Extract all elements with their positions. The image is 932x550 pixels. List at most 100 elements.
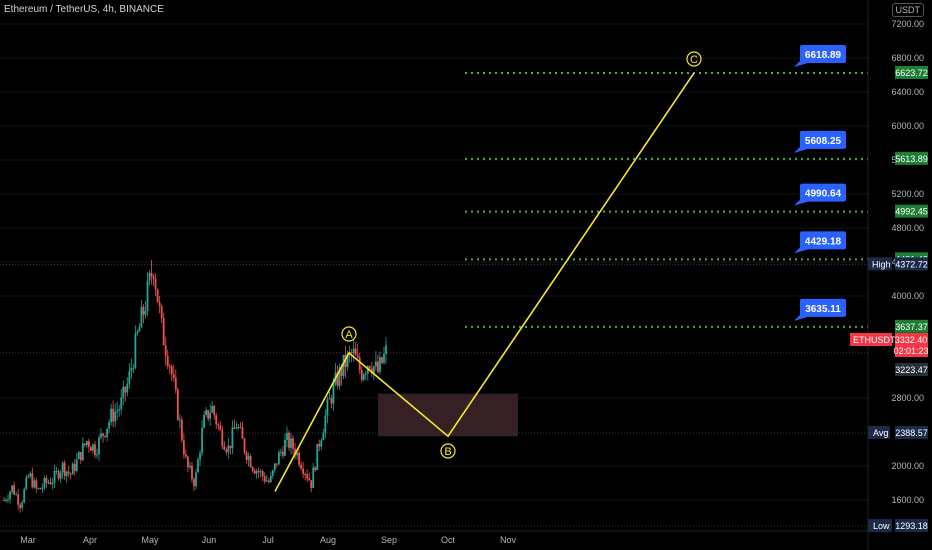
candle-body bbox=[374, 361, 377, 367]
level-axis-tag: 5613.89 bbox=[895, 154, 928, 164]
candle-body bbox=[227, 445, 230, 453]
level-axis-tag-bg bbox=[895, 65, 928, 79]
candle-body bbox=[312, 467, 315, 488]
candle-body bbox=[354, 348, 357, 356]
candle-body bbox=[288, 432, 290, 448]
candle-body bbox=[271, 470, 274, 476]
candle-body bbox=[379, 357, 381, 372]
candle-body bbox=[158, 302, 161, 306]
candle-body bbox=[39, 488, 42, 490]
candle-body bbox=[356, 355, 359, 358]
candle-body bbox=[61, 462, 64, 473]
candle-body bbox=[29, 473, 32, 477]
candle-body bbox=[106, 428, 108, 437]
wave-label: B bbox=[444, 446, 451, 458]
target-zone bbox=[378, 393, 518, 437]
price-tick: 4800.00 bbox=[891, 223, 924, 233]
candle-body bbox=[330, 398, 333, 404]
candle-body bbox=[81, 443, 84, 461]
candle-body bbox=[180, 419, 183, 441]
time-tick: May bbox=[141, 535, 159, 545]
candle-body bbox=[144, 311, 147, 315]
candle-body bbox=[67, 471, 70, 474]
candle-body bbox=[310, 480, 313, 488]
level-axis-tag: 3637.37 bbox=[895, 322, 928, 332]
level-axis-tag-bg bbox=[895, 319, 928, 333]
candle-body bbox=[209, 412, 212, 419]
candle-body bbox=[324, 415, 327, 433]
price-tick: 6400.00 bbox=[891, 87, 924, 97]
candle-body bbox=[37, 488, 40, 490]
time-tick: Jul bbox=[262, 535, 274, 545]
candle-body bbox=[152, 276, 155, 279]
candle-body bbox=[269, 475, 272, 483]
candle-body bbox=[286, 432, 288, 440]
candle-body bbox=[292, 438, 294, 449]
candle-body bbox=[132, 367, 135, 369]
candle-body bbox=[245, 452, 248, 460]
avg-label-bg bbox=[868, 425, 890, 439]
candle-body bbox=[350, 352, 353, 354]
candle-body bbox=[77, 452, 80, 460]
candle-body bbox=[43, 477, 46, 488]
candle-body bbox=[275, 463, 278, 465]
high-value-bg bbox=[895, 257, 928, 271]
candle-body bbox=[282, 451, 284, 456]
candle-body bbox=[304, 473, 307, 475]
time-axis[interactable]: Mar Apr May Jun Jul Aug Sep Oct Nov bbox=[0, 530, 868, 545]
time-tick: Mar bbox=[20, 535, 36, 545]
candle-body bbox=[261, 471, 264, 477]
price-tag-bg bbox=[895, 363, 928, 377]
price-tick: 6000.00 bbox=[891, 121, 924, 131]
candle-body bbox=[233, 427, 236, 429]
candle-body bbox=[23, 489, 26, 503]
candle-body bbox=[13, 485, 16, 495]
candle-body bbox=[90, 447, 92, 451]
low-label: Low bbox=[873, 521, 890, 531]
candle-body bbox=[25, 477, 28, 490]
candle-body bbox=[340, 367, 343, 377]
candle-body bbox=[381, 357, 383, 363]
candle-body bbox=[201, 427, 203, 453]
candle-body bbox=[277, 452, 280, 465]
candle-body bbox=[5, 500, 7, 502]
candle-body bbox=[83, 443, 86, 446]
candle-body bbox=[73, 463, 76, 471]
candle-body bbox=[138, 327, 141, 332]
candle-body bbox=[370, 368, 373, 374]
current-price: 3332.40 bbox=[895, 335, 928, 345]
candle-body bbox=[342, 354, 345, 377]
candle-body bbox=[263, 476, 266, 482]
callout-value: 3635.11 bbox=[805, 304, 841, 315]
candle-body bbox=[87, 441, 90, 448]
candle-body bbox=[273, 463, 276, 471]
candle-body bbox=[219, 425, 222, 430]
candle-body bbox=[336, 372, 339, 386]
candle-body bbox=[156, 288, 159, 303]
candle-body bbox=[130, 368, 133, 372]
time-tick: Nov bbox=[500, 535, 517, 545]
candle-body bbox=[178, 419, 181, 421]
candle-body bbox=[174, 377, 177, 390]
candle-body bbox=[134, 333, 137, 368]
candle-body bbox=[203, 414, 205, 428]
candle-body bbox=[100, 433, 102, 438]
candle-body bbox=[182, 440, 185, 455]
low-label-bg bbox=[868, 519, 892, 533]
candle-body bbox=[251, 467, 254, 471]
price-tick: 1600.00 bbox=[891, 495, 924, 505]
price-axis[interactable]: 7200.006800.006400.006000.005600.005200.… bbox=[867, 0, 924, 550]
wave-marker bbox=[686, 51, 702, 67]
candle-body bbox=[338, 367, 341, 386]
candle-body bbox=[170, 366, 173, 375]
countdown-timer: 02:01:23 bbox=[893, 346, 928, 356]
candle-body bbox=[122, 386, 125, 398]
currency-button[interactable]: USDT bbox=[891, 3, 924, 17]
candle-body bbox=[160, 305, 163, 318]
candle-body bbox=[195, 472, 197, 487]
price-tick: 4000.00 bbox=[891, 291, 924, 301]
candle-body bbox=[162, 317, 165, 346]
price-tick: 6800.00 bbox=[891, 53, 924, 63]
level-axis-tag: 4992.45 bbox=[895, 207, 928, 217]
